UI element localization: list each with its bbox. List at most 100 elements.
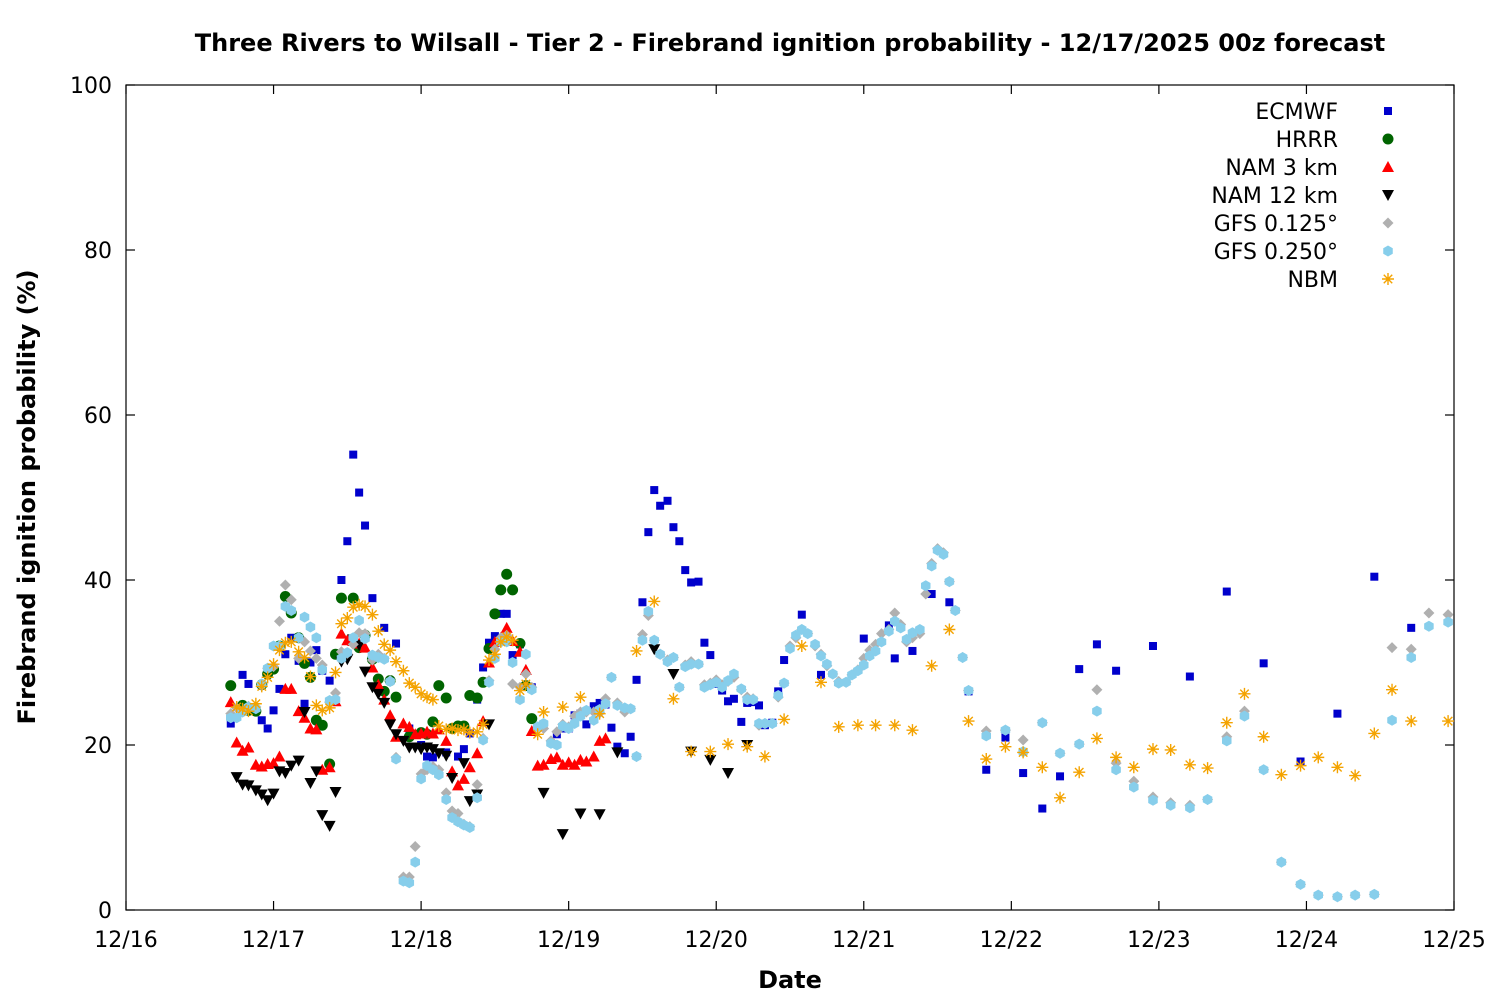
data-point xyxy=(1092,705,1102,717)
series-ecmwf xyxy=(226,450,1416,813)
data-point xyxy=(471,725,484,738)
data-point xyxy=(1201,762,1214,775)
data-point xyxy=(452,724,464,737)
data-point xyxy=(779,677,789,689)
data-point xyxy=(780,656,789,665)
data-point xyxy=(238,670,247,679)
data-point xyxy=(366,682,379,694)
data-point xyxy=(1129,781,1139,793)
data-point xyxy=(359,641,372,653)
data-point xyxy=(310,652,322,664)
data-point xyxy=(249,697,262,710)
data-point xyxy=(380,623,389,632)
data-point xyxy=(580,755,593,767)
data-point xyxy=(242,780,255,792)
data-point xyxy=(1056,772,1065,781)
legend-label: ECMWF xyxy=(1255,100,1338,125)
data-point xyxy=(397,664,410,677)
data-point xyxy=(230,701,243,714)
data-point xyxy=(706,651,715,660)
legend-marker xyxy=(1382,217,1394,229)
data-point xyxy=(938,548,949,560)
data-point xyxy=(1386,642,1398,654)
data-point xyxy=(1092,640,1101,649)
data-point xyxy=(859,634,868,643)
x-tick-label: 12/22 xyxy=(980,928,1043,953)
data-point xyxy=(675,537,684,546)
data-point xyxy=(261,795,274,807)
data-point xyxy=(816,650,826,662)
data-point xyxy=(1407,623,1416,632)
data-point xyxy=(722,768,735,780)
data-point xyxy=(285,635,298,648)
data-point xyxy=(1386,683,1399,696)
data-point xyxy=(292,645,305,658)
data-point xyxy=(632,675,641,684)
data-point xyxy=(1405,643,1417,655)
data-point xyxy=(520,668,532,680)
data-point xyxy=(372,688,385,700)
data-point xyxy=(581,704,592,716)
data-point xyxy=(1423,607,1435,619)
y-axis-label: Firebrand ignition probability (%) xyxy=(13,269,41,724)
x-tick-label: 12/19 xyxy=(537,928,600,953)
data-point xyxy=(392,639,401,648)
data-point xyxy=(489,608,501,620)
data-point xyxy=(1148,642,1157,650)
data-point xyxy=(446,773,459,784)
data-point xyxy=(574,808,587,820)
data-point xyxy=(267,788,280,800)
data-point xyxy=(426,744,439,756)
data-point xyxy=(599,732,612,744)
data-point xyxy=(1239,710,1250,722)
data-point xyxy=(957,652,968,664)
data-point xyxy=(335,627,348,639)
data-point xyxy=(236,744,249,756)
data-point xyxy=(410,856,420,868)
data-point xyxy=(316,719,328,731)
legend: ECMWF HRRR NAM 3 km NAM 12 km GFS 0.125° GFS … xyxy=(1211,100,1394,293)
data-point xyxy=(317,664,328,676)
data-point xyxy=(329,666,342,679)
data-point xyxy=(785,642,795,654)
x-tick-label: 12/20 xyxy=(685,928,748,953)
data-point xyxy=(600,698,611,710)
data-point xyxy=(908,646,917,655)
data-point xyxy=(568,758,581,770)
data-point xyxy=(1185,802,1195,814)
data-point xyxy=(884,625,894,637)
legend-label: NAM 3 km xyxy=(1225,156,1338,181)
data-point xyxy=(644,528,653,537)
data-point xyxy=(335,617,348,630)
data-point xyxy=(433,680,445,692)
data-point xyxy=(582,720,591,729)
y-tick-label: 0 xyxy=(98,899,112,924)
data-point xyxy=(531,728,544,741)
data-point xyxy=(329,787,342,799)
data-point xyxy=(1038,804,1047,813)
data-point xyxy=(359,666,372,678)
y-tick-label: 80 xyxy=(84,239,112,264)
data-point xyxy=(368,594,377,603)
data-point xyxy=(828,668,838,680)
data-point xyxy=(729,694,738,703)
data-point xyxy=(426,693,439,706)
data-point xyxy=(1037,717,1048,729)
data-point xyxy=(832,720,845,733)
data-point xyxy=(298,707,311,718)
data-point xyxy=(1112,666,1121,675)
data-point xyxy=(637,634,648,646)
data-point xyxy=(1443,616,1453,628)
data-point xyxy=(306,658,315,667)
data-point xyxy=(681,566,690,575)
data-point xyxy=(869,719,882,732)
data-point xyxy=(920,588,932,600)
data-point xyxy=(397,735,410,747)
data-point xyxy=(822,658,832,670)
data-point xyxy=(1238,687,1251,700)
data-point xyxy=(286,605,297,617)
data-point xyxy=(1185,672,1194,681)
data-point xyxy=(335,592,347,604)
data-point xyxy=(625,703,636,715)
